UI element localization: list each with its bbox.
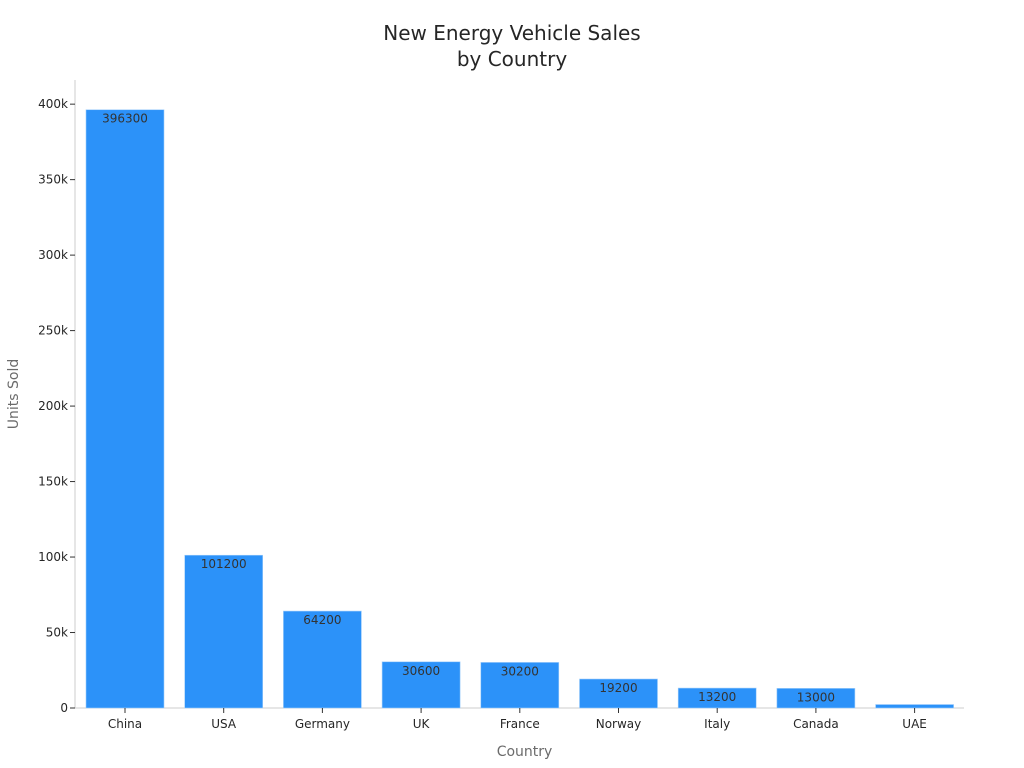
x-tick-label: Italy — [704, 717, 730, 731]
x-tick-label: USA — [211, 717, 237, 731]
x-axis-title: Country — [497, 744, 553, 760]
bar-norway — [579, 678, 658, 709]
bar-germany — [283, 610, 362, 709]
bar-data-label: 13000 — [797, 690, 835, 704]
x-tick-label: Norway — [596, 717, 642, 731]
y-tick-label: 400k — [38, 97, 68, 111]
y-tick-label: 250k — [38, 324, 68, 338]
y-tick-label: 200k — [38, 399, 68, 413]
x-tick-label: China — [108, 717, 142, 731]
bar-uk — [381, 661, 461, 709]
bar-data-label: 19200 — [599, 681, 637, 695]
y-tick-label: 350k — [38, 173, 68, 187]
bar-data-label: 64200 — [303, 613, 341, 627]
bar-data-label: 396300 — [102, 112, 148, 126]
chart-title-line-2: by Country — [456, 47, 568, 71]
x-tick-label: Germany — [295, 717, 350, 731]
chart-title-line-1: New Energy Vehicle Sales — [383, 21, 641, 45]
bar-usa — [184, 554, 263, 709]
bar-data-label: 30600 — [402, 664, 440, 678]
y-axis-title: Units Sold — [6, 359, 22, 429]
bar-china — [85, 109, 165, 709]
x-tick-label: UK — [413, 717, 431, 731]
y-tick-label: 150k — [38, 475, 68, 489]
bar-data-label: 13200 — [698, 690, 736, 704]
bar-uae — [875, 704, 954, 709]
y-tick-label: 300k — [38, 248, 68, 262]
y-tick-label: 50k — [46, 626, 68, 640]
x-tick-label: UAE — [902, 717, 927, 731]
y-tick-label: 100k — [38, 550, 68, 564]
y-tick-label: 0 — [60, 701, 68, 715]
bar-data-label: 30200 — [501, 664, 539, 678]
bar-data-label: 101200 — [201, 557, 247, 571]
x-tick-label: Canada — [793, 717, 839, 731]
x-tick-label: France — [500, 717, 540, 731]
bar-france — [480, 662, 560, 709]
